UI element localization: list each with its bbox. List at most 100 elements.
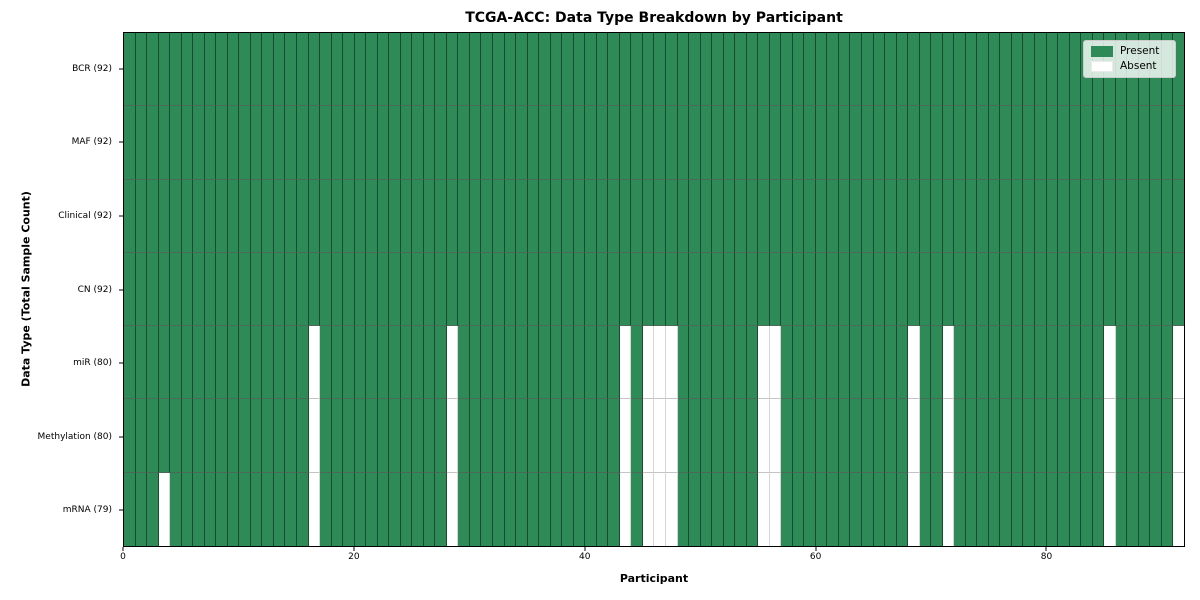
heatmap-cell (712, 252, 724, 327)
heatmap-cell (873, 472, 886, 546)
heatmap-cell (539, 252, 551, 327)
heatmap-cell (1115, 252, 1128, 327)
heatmap-cell (885, 326, 897, 400)
heatmap-cell (700, 33, 713, 107)
heatmap-cell (550, 326, 563, 400)
heatmap-cell (850, 106, 862, 180)
heatmap-cell (539, 106, 551, 180)
heatmap-cell (273, 106, 286, 180)
heatmap-cell (516, 106, 528, 180)
heatmap-cell (331, 106, 344, 180)
heatmap-cell (815, 252, 828, 327)
heatmap-cell (965, 33, 978, 107)
heatmap-cell (527, 33, 540, 107)
y-tick-label: BCR (92) (72, 63, 112, 74)
heatmap-cell (1173, 399, 1184, 473)
heatmap-cell (527, 106, 540, 180)
heatmap-cell (723, 106, 736, 180)
heatmap-cell (331, 33, 344, 107)
heatmap-cell (1081, 106, 1093, 180)
x-tick-label: 40 (579, 552, 591, 562)
heatmap-cell (539, 399, 551, 473)
heatmap-cell (1069, 252, 1082, 327)
x-tick-mark (122, 547, 124, 551)
x-tick-label: 60 (809, 552, 822, 562)
heatmap-cell (562, 106, 574, 180)
heatmap-cell (908, 106, 920, 180)
heatmap-cell (469, 106, 482, 180)
heatmap-cell (1058, 106, 1070, 180)
heatmap-cell (435, 179, 447, 253)
heatmap-cell (1127, 106, 1139, 180)
heatmap-cell (896, 399, 909, 473)
heatmap-cell (931, 326, 943, 400)
heatmap-cell (354, 399, 367, 473)
heatmap-cell (181, 106, 194, 180)
heatmap-cell (804, 106, 816, 180)
heatmap-cell (723, 399, 736, 473)
heatmap-cell (147, 326, 159, 400)
heatmap-cell (504, 252, 517, 327)
heatmap-cell (665, 179, 678, 253)
heatmap-cell (216, 33, 228, 107)
heatmap-cell (885, 252, 897, 327)
heatmap-cell (1034, 326, 1047, 400)
x-tick-mark (584, 547, 586, 551)
heatmap-cell (850, 252, 862, 327)
heatmap-cell (1104, 106, 1116, 180)
heatmap-cell (608, 179, 620, 253)
heatmap-cell (469, 399, 482, 473)
legend-absent-label: Absent (1120, 60, 1157, 72)
heatmap-cell (400, 106, 413, 180)
heatmap-cell (758, 472, 770, 546)
heatmap-cell (608, 33, 620, 107)
heatmap-cell (965, 252, 978, 327)
heatmap-cell (758, 252, 770, 327)
heatmap-cell (1092, 472, 1105, 546)
heatmap-cell (366, 326, 378, 400)
heatmap-cell (435, 33, 447, 107)
heatmap-cell (158, 326, 171, 400)
heatmap-cell (931, 33, 943, 107)
heatmap-cell (631, 106, 643, 180)
heatmap-cell (550, 472, 563, 546)
heatmap-cell (677, 472, 690, 546)
heatmap-cell (1000, 33, 1012, 107)
heatmap-cell (400, 399, 413, 473)
heatmap-cell (481, 326, 493, 400)
heatmap-cell (689, 106, 701, 180)
heatmap-cell (354, 179, 367, 253)
heatmap-cell (343, 252, 355, 327)
heatmap-cell (469, 472, 482, 546)
heatmap-cell (204, 252, 217, 327)
heatmap-cell (389, 472, 401, 546)
heatmap-cell (1138, 252, 1151, 327)
heatmap-cell (631, 326, 643, 400)
heatmap-cell (296, 33, 309, 107)
heatmap-cell (124, 326, 136, 400)
heatmap-cell (919, 179, 932, 253)
heatmap-cell (539, 179, 551, 253)
heatmap-cell (516, 399, 528, 473)
heatmap-cell (158, 33, 171, 107)
heatmap-cell (677, 106, 690, 180)
heatmap-cell (988, 252, 1001, 327)
heatmap-cell (343, 326, 355, 400)
heatmap-cell (124, 399, 136, 473)
heatmap-cell (1046, 179, 1059, 253)
heatmap-cell (1104, 472, 1116, 546)
heatmap-cell (908, 326, 920, 400)
heatmap-cell (331, 326, 344, 400)
heatmap-cell (988, 33, 1001, 107)
heatmap-cell (1150, 252, 1162, 327)
heatmap-cell (1138, 106, 1151, 180)
heatmap-cell (493, 399, 505, 473)
heatmap-cell (758, 399, 770, 473)
heatmap-cell (619, 326, 632, 400)
heatmap-cell (919, 106, 932, 180)
heatmap-cell (216, 399, 228, 473)
heatmap-cell (124, 33, 136, 107)
y-tick-label: mRNA (79) (62, 505, 112, 516)
heatmap-cell (804, 399, 816, 473)
heatmap-cell (1115, 399, 1128, 473)
